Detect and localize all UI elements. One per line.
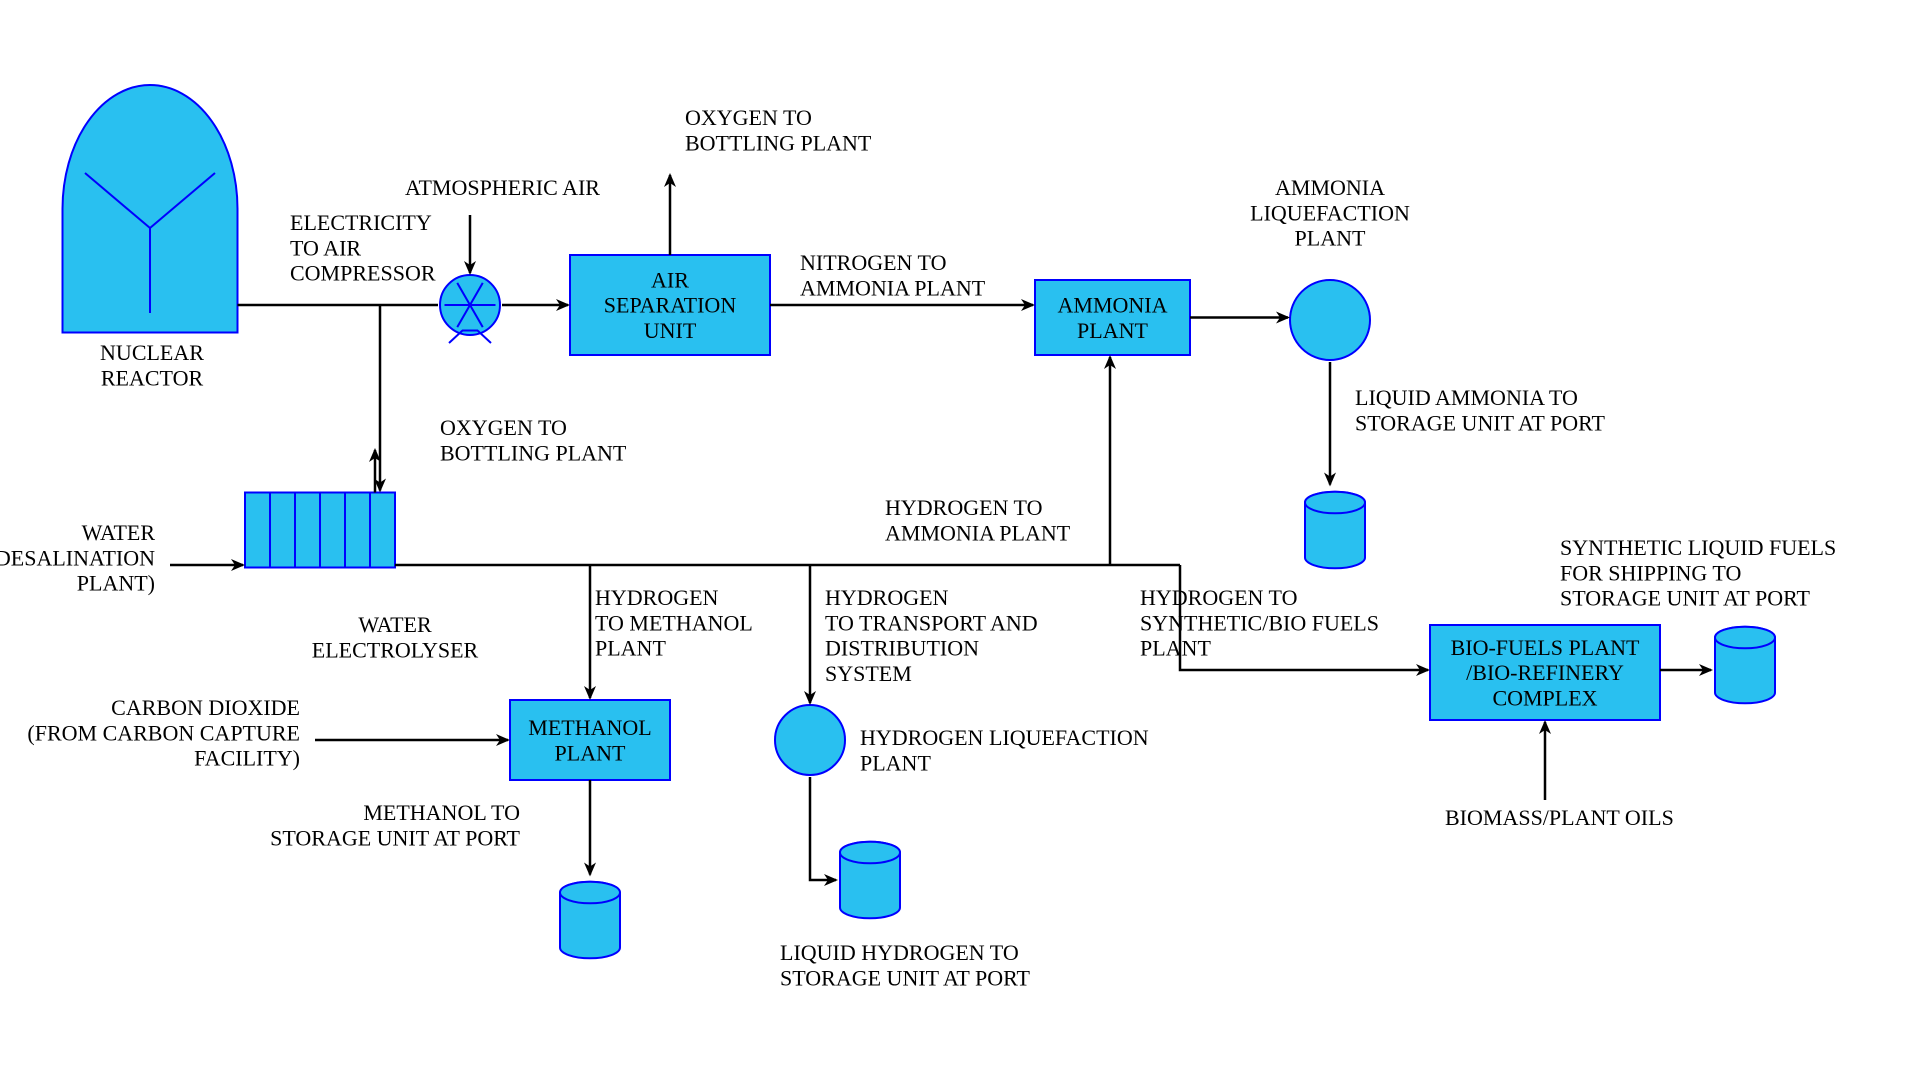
biomass-input-label: BIOMASS/PLANT OILS: [1445, 805, 1674, 830]
ammonia-liquefaction-plant: [1290, 280, 1370, 360]
synthetic-fuel-output-label: SYNTHETIC LIQUID FUELSFOR SHIPPING TOSTO…: [1560, 535, 1836, 611]
flow-arrow: [810, 777, 836, 880]
methanol-storage-label: METHANOL TOSTORAGE UNIT AT PORT: [270, 800, 520, 850]
oxygen-electrolyser-label: OXYGEN TOBOTTLING PLANT: [440, 415, 627, 465]
hydrogen-to-methanol-label: HYDROGENTO METHANOLPLANT: [595, 585, 753, 661]
liquid-hydrogen-storage-label: LIQUID HYDROGEN TOSTORAGE UNIT AT PORT: [780, 940, 1030, 990]
ammonia-liquefaction-label: AMMONIALIQUEFACTIONPLANT: [1250, 175, 1410, 251]
nuclear-reactor-label: NUCLEARREACTOR: [100, 340, 204, 390]
water-electrolyser-label: WATERELECTROLYSER: [312, 612, 479, 662]
hydrogen-liquefaction-label: HYDROGEN LIQUEFACTIONPLANT: [860, 725, 1149, 775]
hydrogen-to-ammonia-label: HYDROGEN TOAMMONIA PLANT: [885, 495, 1071, 545]
nitrogen-to-ammonia-label: NITROGEN TOAMMONIA PLANT: [800, 250, 986, 300]
hydrogen-to-transport-label: HYDROGENTO TRANSPORT ANDDISTRIBUTIONSYST…: [825, 585, 1038, 686]
co2-input-label: CARBON DIOXIDE(FROM CARBON CAPTUREFACILI…: [27, 695, 300, 771]
oxygen-to-bottling-label: OXYGEN TOBOTTLING PLANT: [685, 105, 872, 155]
hydrogen-liquefaction-plant: [775, 705, 845, 775]
liquid-ammonia-storage-label: LIQUID AMMONIA TOSTORAGE UNIT AT PORT: [1355, 385, 1605, 435]
electricity-to-compressor-label: ELECTRICITYTO AIRCOMPRESSOR: [290, 210, 436, 286]
water-input-label: WATER(FROM DESALINATIONPLANT): [0, 520, 155, 596]
process-flow-diagram: NUCLEARREACTORAIRSEPARATIONUNITAMMONIAPL…: [0, 0, 1920, 1080]
hydrogen-to-synfuel-label: HYDROGEN TOSYNTHETIC/BIO FUELSPLANT: [1140, 585, 1379, 661]
atmospheric-air-label: ATMOSPHERIC AIR: [405, 175, 600, 200]
